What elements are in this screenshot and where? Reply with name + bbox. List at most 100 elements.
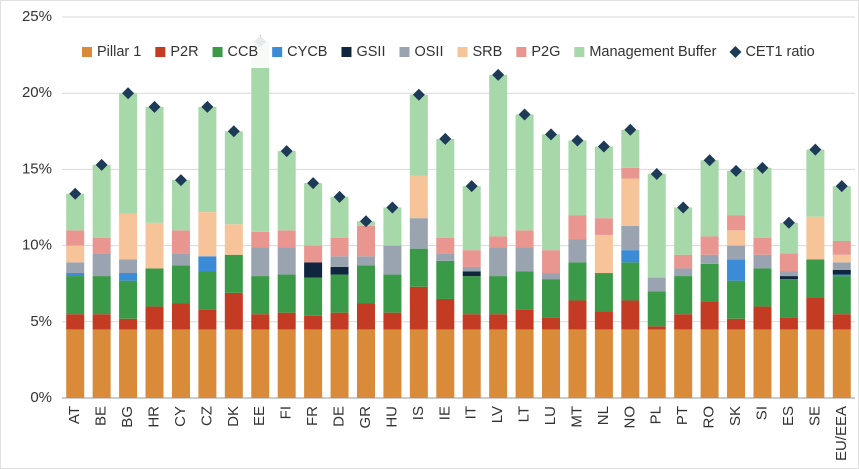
legend-symbol	[457, 47, 468, 57]
bar-segment	[727, 245, 746, 260]
bar-segment	[647, 291, 666, 327]
bar-segment	[356, 329, 375, 398]
x-tick-label: ES	[780, 406, 797, 426]
bar-segment	[171, 180, 190, 231]
bar-segment	[66, 273, 85, 277]
bar-segment	[330, 266, 349, 275]
cet1-marker	[359, 215, 372, 228]
bar-segment	[224, 224, 243, 255]
cet1-marker	[227, 125, 240, 138]
bar-segment	[832, 241, 851, 255]
bar-segment	[674, 207, 693, 255]
cet1-marker	[597, 140, 610, 153]
x-tick-label: FR	[304, 406, 321, 426]
bar-segment	[647, 173, 666, 278]
cet1-marker	[492, 68, 505, 81]
legend-symbol	[399, 47, 410, 57]
bar-segment	[92, 253, 111, 277]
bar-segment	[119, 273, 138, 281]
bar-segment	[330, 329, 349, 398]
bar-segment	[700, 160, 719, 237]
bar-segment	[832, 262, 851, 270]
bar-segment	[409, 94, 428, 176]
legend-label: OSII	[414, 44, 443, 60]
bar-segment	[171, 230, 190, 254]
bar-segment	[515, 114, 534, 231]
bar-segment	[832, 329, 851, 398]
bar-segment	[727, 215, 746, 231]
x-tick-label: HU	[383, 406, 400, 428]
x-tick-label: BE	[93, 406, 110, 426]
bar-segment	[277, 329, 296, 398]
x-tick-label: IT	[463, 406, 480, 419]
cet1-marker	[677, 201, 690, 214]
bar-segment	[92, 164, 111, 238]
legend-symbol	[82, 47, 92, 57]
bar-segment	[832, 254, 851, 263]
bar-segment	[251, 314, 270, 330]
bar-segment	[462, 271, 481, 277]
bar-segment	[542, 273, 561, 280]
bar-segment	[489, 236, 508, 248]
legend-symbol	[272, 47, 283, 57]
bar-segment	[515, 230, 534, 248]
bar-segment	[119, 259, 138, 274]
cet1-marker	[624, 123, 637, 136]
bar-segment	[304, 329, 323, 398]
bar-segment	[436, 138, 455, 238]
bar-segment	[330, 312, 349, 330]
legend-label: P2G	[531, 44, 560, 60]
bar-segment	[383, 207, 402, 246]
bar-segment	[806, 149, 825, 217]
bar-segment	[409, 329, 428, 398]
bar-segment	[66, 193, 85, 231]
bar-segment	[436, 298, 455, 330]
x-tick-label: HR	[145, 406, 162, 428]
x-tick-label: EU/EEA	[833, 406, 850, 461]
bar-segment	[92, 276, 111, 315]
bar-segment	[568, 300, 587, 330]
bar-segment	[171, 265, 190, 304]
x-tick-label: PL	[648, 406, 665, 424]
cet1-marker	[280, 145, 293, 158]
bar-segment	[224, 131, 243, 225]
cet1-marker	[545, 128, 558, 141]
bar-segment	[92, 314, 111, 330]
bar-segment	[779, 276, 798, 280]
cet1-marker	[650, 167, 663, 180]
cet1-marker	[412, 88, 425, 101]
bar-segment	[489, 74, 508, 237]
bar-segment	[251, 276, 270, 315]
bar-segment	[409, 286, 428, 330]
bar-segment	[542, 317, 561, 330]
bar-segment	[594, 234, 613, 274]
x-tick-label: RO	[701, 406, 718, 429]
cet1-marker	[756, 161, 769, 174]
bar-segment	[753, 329, 772, 398]
x-tick-label: CY	[172, 406, 189, 427]
legend-label: CCB	[228, 44, 259, 60]
x-tick-label: LT	[516, 406, 533, 422]
x-tick-label: LV	[489, 406, 506, 423]
bar-segment	[66, 245, 85, 263]
bar-segment	[568, 140, 587, 216]
bar-segment	[674, 254, 693, 269]
cet1-marker	[571, 134, 584, 147]
bar-segment	[621, 262, 640, 301]
bar-segment	[727, 280, 746, 319]
bar-segment	[727, 230, 746, 246]
bar-segment	[806, 297, 825, 330]
bar-segment	[251, 231, 270, 248]
bar-segment	[409, 175, 428, 219]
bar-segment	[436, 329, 455, 398]
bar-segment	[330, 196, 349, 238]
bar-segment	[66, 262, 85, 274]
bar-segment	[832, 186, 851, 242]
y-tick-label: 25%	[22, 8, 52, 25]
bar-segment	[462, 266, 481, 272]
bar-segment	[727, 259, 746, 281]
bar-segment	[674, 268, 693, 277]
bar-segment	[198, 106, 217, 213]
bar-segment	[568, 239, 587, 263]
bar-segment	[462, 250, 481, 267]
